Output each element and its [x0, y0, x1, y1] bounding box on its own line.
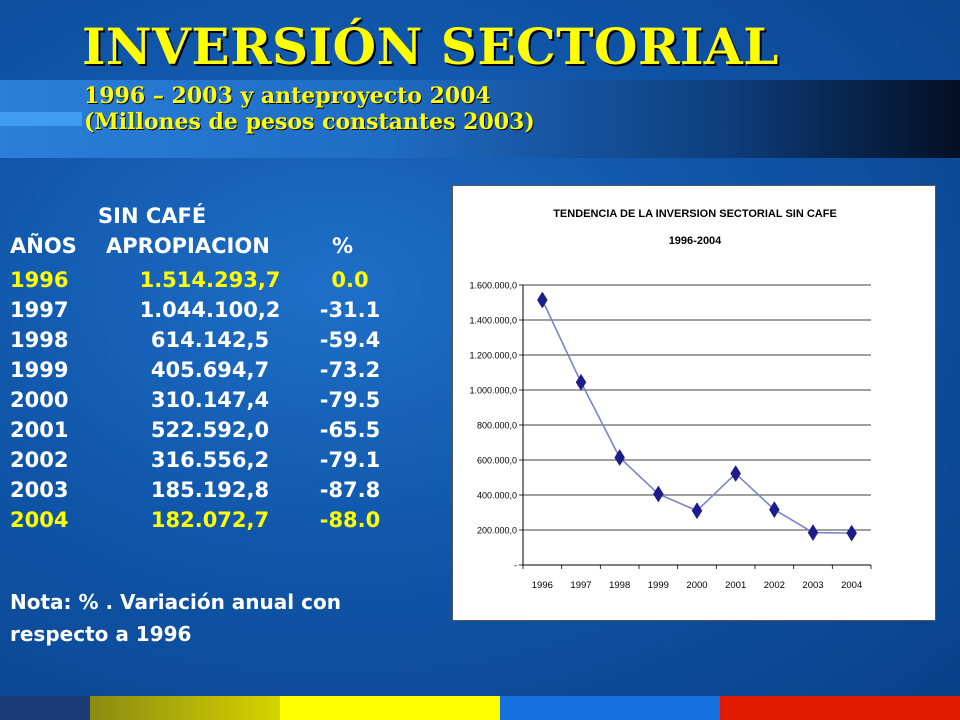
header-accent-strip — [0, 112, 82, 126]
table-row: 2004 182.072,7 -88.0 — [10, 508, 450, 536]
x-tick-label: 1996 — [532, 580, 553, 591]
row-year: 2003 — [10, 478, 69, 502]
data-point-marker — [846, 524, 857, 542]
table-row: 2001 522.592,0 -65.5 — [10, 418, 450, 446]
data-point-marker — [575, 373, 587, 391]
row-year: 1999 — [10, 358, 69, 382]
bottom-bar-red — [720, 696, 960, 720]
table-row: 2000 310.147,4 -79.5 — [10, 388, 450, 416]
data-point-marker — [691, 502, 703, 520]
row-year: 2004 — [10, 508, 69, 532]
header-band — [0, 80, 960, 158]
data-point-marker — [769, 501, 780, 519]
row-value: 614.142,5 — [150, 328, 270, 352]
table-row: 2003 185.192,8 -87.8 — [10, 478, 450, 506]
row-percent: -87.8 — [319, 478, 381, 502]
column-header-appropriation: APROPIACION — [106, 234, 270, 258]
row-year: 1998 — [10, 328, 69, 352]
row-value: 522.592,0 — [150, 418, 270, 442]
x-tick-label: 1997 — [570, 580, 591, 591]
row-percent: -79.5 — [319, 388, 381, 412]
row-year: 1997 — [10, 298, 69, 322]
row-percent: -88.0 — [319, 508, 381, 532]
x-tick-label: 2004 — [841, 580, 862, 591]
y-tick-label: 800.000,0 — [477, 421, 517, 431]
x-tick-label: 1998 — [609, 580, 630, 591]
column-header-percent: % — [332, 234, 354, 258]
row-value: 1.044.100,2 — [139, 298, 281, 322]
subtitle-units: (Millones de pesos constantes 2003) — [84, 109, 535, 135]
trend-chart: TENDENCIA DE LA INVERSION SECTORIAL SIN … — [452, 185, 936, 621]
chart-title: TENDENCIA DE LA INVERSION SECTORIAL SIN … — [553, 208, 837, 220]
table-row: 1998 614.142,5 -59.4 — [10, 328, 450, 356]
column-header-years: AÑOS — [10, 234, 77, 258]
bottom-bar-navy — [0, 696, 90, 720]
y-tick-label: 1.400.000,0 — [469, 316, 517, 326]
table-row: 1999 405.694,7 -73.2 — [10, 358, 450, 386]
x-tick-label: 2001 — [725, 580, 746, 591]
data-point-marker — [537, 291, 548, 309]
row-value: 185.192,8 — [150, 478, 270, 502]
y-tick-label: 1.600.000,0 — [469, 281, 517, 291]
y-tick-label: 200.000,0 — [477, 526, 517, 536]
row-value: 182.072,7 — [150, 508, 270, 532]
row-value: 316.556,2 — [150, 448, 270, 472]
row-percent: -31.1 — [319, 298, 381, 322]
y-tick-label: 600.000,0 — [477, 456, 517, 466]
table-row: 1997 1.044.100,2 -31.1 — [10, 298, 450, 326]
row-value: 405.694,7 — [150, 358, 270, 382]
table-row: 1996 1.514.293,7 0.0 — [10, 268, 450, 296]
x-tick-label: 1999 — [648, 580, 669, 591]
data-point-marker — [730, 465, 741, 483]
bottom-bar-blue — [500, 696, 720, 720]
bottom-bar-yellow — [280, 696, 500, 720]
table-heading: SIN CAFÉ — [98, 204, 207, 228]
series-line — [541, 299, 852, 534]
row-percent: -65.5 — [319, 418, 381, 442]
row-percent: -79.1 — [319, 448, 381, 472]
y-tick-label: 1.200.000,0 — [469, 351, 517, 361]
table-note: Nota: % . Variación anual con respecto a… — [10, 590, 341, 646]
data-point-marker — [614, 449, 625, 466]
y-tick-label: 400.000,0 — [477, 491, 517, 501]
x-tick-label: 2003 — [802, 580, 823, 591]
y-tick-label: 1.000.000,0 — [469, 386, 517, 396]
trend-chart-svg: TENDENCIA DE LA INVERSION SECTORIAL SIN … — [469, 208, 872, 591]
y-tick-label: - — [514, 561, 517, 571]
subtitle-years: 1996 – 2003 y anteproyecto 2004 — [84, 83, 491, 109]
row-year: 2002 — [10, 448, 69, 472]
page-title: INVERSIÓN SECTORIAL — [82, 17, 779, 76]
x-tick-label: 2002 — [764, 580, 785, 591]
x-tick-label: 2000 — [686, 580, 707, 591]
bottom-bar-olive — [90, 696, 280, 720]
row-year: 2001 — [10, 418, 69, 442]
data-point-marker — [653, 485, 664, 503]
table-row: 2002 316.556,2 -79.1 — [10, 448, 450, 476]
row-percent: -59.4 — [319, 328, 381, 352]
row-percent: -73.2 — [319, 358, 381, 382]
row-year: 1996 — [10, 268, 69, 292]
row-value: 1.514.293,7 — [139, 268, 281, 292]
chart-subtitle: 1996-2004 — [669, 235, 722, 247]
row-percent: 0.0 — [331, 268, 369, 292]
data-point-marker — [807, 524, 819, 542]
row-year: 2000 — [10, 388, 69, 412]
row-value: 310.147,4 — [150, 388, 270, 412]
table-header-row: AÑOS APROPIACION % — [10, 234, 450, 262]
